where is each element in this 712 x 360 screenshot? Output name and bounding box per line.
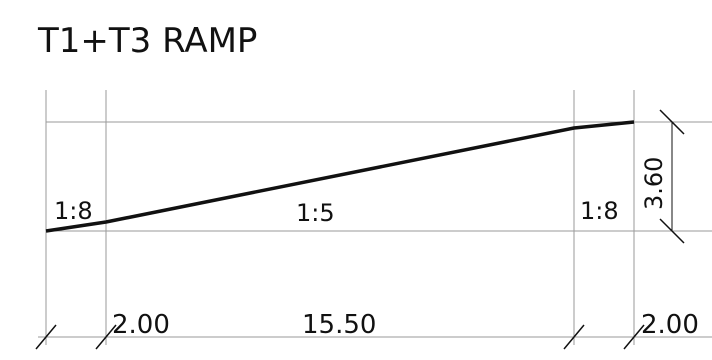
ramp-profile-line xyxy=(45,120,635,233)
rise-dimension-ticks xyxy=(659,109,685,244)
slope-label-left: 1:8 xyxy=(54,197,93,225)
dimension-label-left: 2.00 xyxy=(112,310,170,340)
tick-mark-2 xyxy=(95,324,117,350)
rise-tick-bottom xyxy=(659,218,685,244)
rise-dimension-label: 3.60 xyxy=(640,157,668,210)
horizontal-grid-lines xyxy=(38,121,712,338)
slope-label-middle: 1:5 xyxy=(296,199,335,227)
tick-mark-4 xyxy=(623,324,645,350)
slope-label-right: 1:8 xyxy=(580,197,619,225)
tick-mark-3 xyxy=(563,324,585,350)
dimension-label-middle: 15.50 xyxy=(302,310,376,340)
drawing-title: T1+T3 RAMP xyxy=(37,21,257,61)
tick-mark-1 xyxy=(35,324,57,350)
vertical-grid-lines xyxy=(45,90,635,345)
rise-tick-top xyxy=(659,109,685,135)
dimension-ticks xyxy=(35,324,645,350)
dimension-label-right: 2.00 xyxy=(641,310,699,340)
